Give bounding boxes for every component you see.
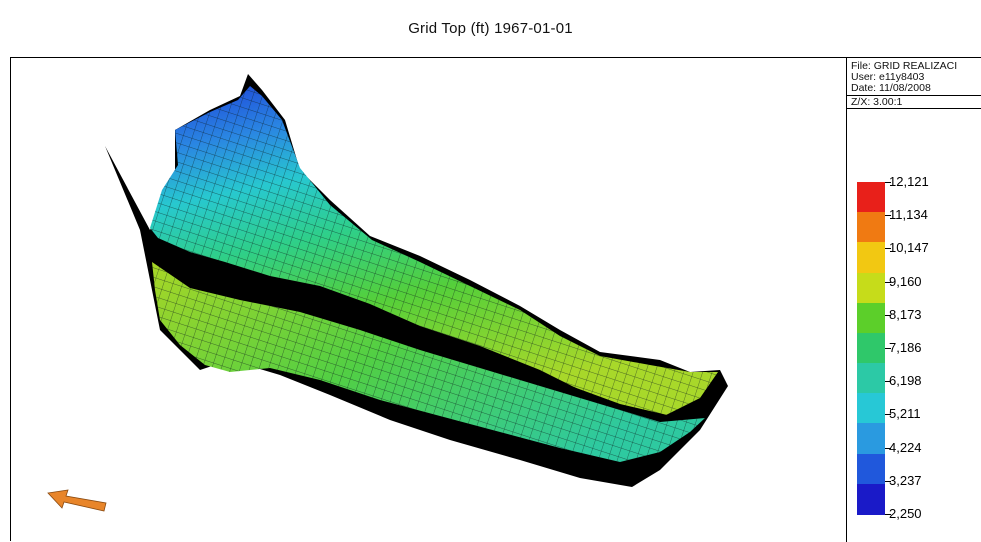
legend-tick [885,514,891,515]
orientation-arrow-icon [47,489,107,512]
legend-color-segment [857,363,885,395]
legend-tick [885,381,891,383]
legend-label: 4,224 [889,439,922,455]
legend-color-segment [857,182,885,213]
legend-label: 12,121 [889,174,929,189]
legend-tick [885,314,891,316]
legend-label: 10,147 [889,240,929,256]
legend-label: 6,198 [889,373,922,389]
legend-label: 7,186 [889,340,922,355]
legend-label: 8,173 [889,306,922,322]
legend-color-segment [857,393,885,425]
legend-tick [885,182,891,183]
legend-tick [885,215,891,217]
file-info: File: GRID REALIZACI [851,60,958,72]
info-divider [847,95,981,96]
legend-tick [885,447,891,449]
legend-color-segment [857,242,885,274]
legend-color-segment [857,453,885,485]
legend-color-segment [857,332,885,364]
legend-label: 5,211 [889,406,921,422]
info-divider [847,108,981,109]
legend-color-segment [857,483,885,515]
scale-ratio: Z/X: 3.00:1 [851,96,903,108]
legend-label: 11,134 [889,207,928,223]
color-legend-bar [857,182,885,515]
legend-color-segment [857,302,885,334]
legend-color-segment [857,212,885,244]
legend-label: 2,250 [889,506,922,521]
legend-color-segment [857,272,885,304]
user-info: User: e11y8403 [851,71,925,83]
legend-tick [885,414,891,416]
legend-tick [885,281,891,283]
legend-tick [885,480,891,482]
legend-color-segment [857,423,885,455]
legend-tick [885,348,891,349]
date-info: Date: 11/08/2008 [851,82,931,94]
plot-title: Grid Top (ft) 1967-01-01 [408,20,573,37]
legend-label: 9,160 [889,273,922,289]
legend-tick [885,248,891,250]
legend-label: 3,237 [889,472,922,488]
